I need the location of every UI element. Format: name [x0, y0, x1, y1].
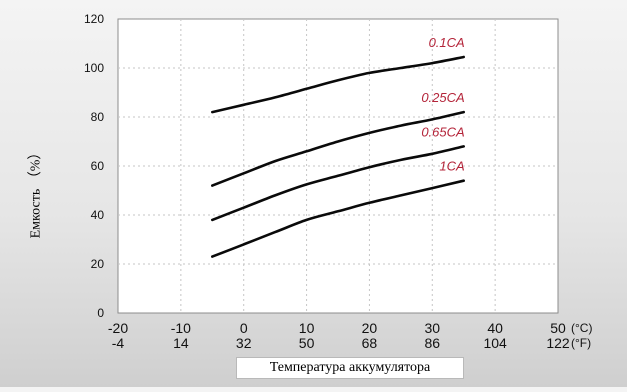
y-tick-label: 80	[91, 110, 105, 124]
x-tick-label-celsius: 40	[487, 320, 503, 336]
y-tick-label: 120	[84, 12, 104, 26]
y-tick-label: 60	[91, 159, 105, 173]
x-unit-celsius: (°C)	[571, 321, 592, 335]
series-line	[211, 55, 465, 114]
x-tick-label-fahrenheit: 68	[362, 335, 378, 351]
x-tick-label-fahrenheit: 122	[546, 335, 570, 351]
grid-lines	[118, 19, 558, 313]
tick-labels: 020406080100120-20-4-1014032105020683086…	[84, 12, 593, 351]
x-tick-label-celsius: 0	[240, 320, 248, 336]
x-unit-fahrenheit: (°F)	[571, 336, 591, 350]
series-label: 1CA	[439, 159, 464, 174]
series-label: 0.1CA	[429, 35, 465, 50]
series-line	[211, 179, 465, 258]
x-tick-label-celsius: 30	[424, 320, 440, 336]
series-lines	[211, 55, 465, 258]
x-tick-label-celsius: -20	[108, 320, 128, 336]
series-label: 0.25CA	[421, 90, 464, 105]
x-tick-label-celsius: 20	[362, 320, 378, 336]
x-tick-label-celsius: 10	[299, 320, 315, 336]
series-line	[211, 145, 465, 222]
y-tick-label: 20	[91, 257, 105, 271]
x-axis-label: Температура аккумулятора	[236, 357, 464, 379]
y-axis-label: Емкость （%）	[28, 145, 44, 239]
x-tick-label-fahrenheit: 86	[424, 335, 440, 351]
x-tick-label-celsius: 50	[550, 320, 566, 336]
x-tick-label-celsius: -10	[171, 320, 191, 336]
y-tick-label: 40	[91, 208, 105, 222]
y-tick-label: 100	[84, 61, 104, 75]
series-label: 0.65CA	[421, 124, 464, 139]
series-labels: 0.1CA 0.25CA 0.65CA 1CA	[421, 35, 464, 174]
series-line	[211, 110, 465, 187]
x-tick-label-fahrenheit: 14	[173, 335, 189, 351]
x-tick-label-fahrenheit: 104	[483, 335, 507, 351]
x-tick-label-fahrenheit: -4	[112, 335, 125, 351]
x-tick-label-fahrenheit: 50	[299, 335, 315, 351]
y-tick-label: 0	[97, 306, 104, 320]
x-tick-label-fahrenheit: 32	[236, 335, 252, 351]
